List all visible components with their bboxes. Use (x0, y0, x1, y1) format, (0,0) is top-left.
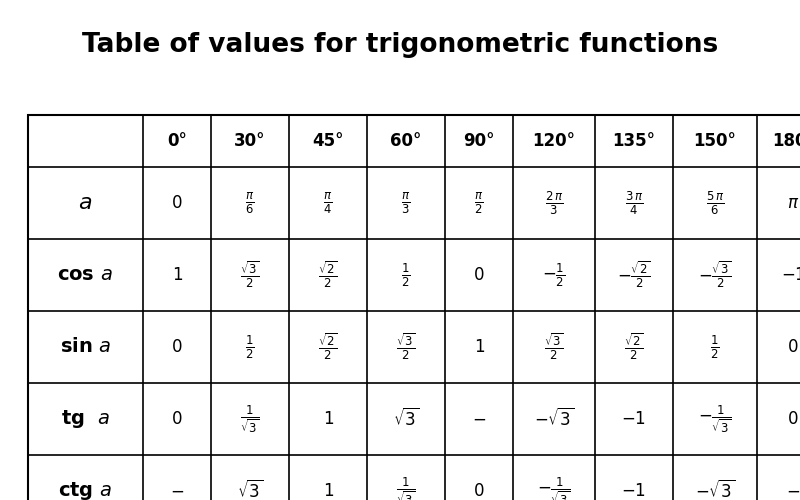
Text: $\frac{\pi}{4}$: $\frac{\pi}{4}$ (323, 190, 333, 216)
Text: $\frac{\pi}{2}$: $\frac{\pi}{2}$ (474, 190, 484, 216)
Text: $\pi$: $\pi$ (787, 194, 800, 212)
Text: $\frac{1}{2}$: $\frac{1}{2}$ (246, 334, 254, 360)
Text: $-\sqrt{3}$: $-\sqrt{3}$ (534, 408, 574, 430)
Text: sin $a$: sin $a$ (60, 338, 111, 356)
Text: $-$: $-$ (786, 482, 800, 500)
Text: $-1$: $-1$ (781, 266, 800, 284)
Text: 0: 0 (172, 410, 182, 428)
Text: $\sqrt{3}$: $\sqrt{3}$ (237, 480, 263, 500)
Text: 90°: 90° (463, 132, 494, 150)
Text: 45°: 45° (312, 132, 344, 150)
Text: $-\frac{\sqrt{3}}{2}$: $-\frac{\sqrt{3}}{2}$ (698, 260, 731, 290)
Text: ctg $a$: ctg $a$ (58, 480, 113, 500)
Text: 150°: 150° (694, 132, 737, 150)
Text: $\sqrt{3}$: $\sqrt{3}$ (393, 408, 419, 430)
Text: 0: 0 (172, 194, 182, 212)
Text: $\frac{1}{2}$: $\frac{1}{2}$ (710, 334, 720, 360)
Text: 60°: 60° (390, 132, 422, 150)
Text: $-$: $-$ (472, 410, 486, 428)
Text: cos $a$: cos $a$ (58, 266, 114, 284)
Text: $\frac{\sqrt{2}}{2}$: $\frac{\sqrt{2}}{2}$ (625, 332, 643, 362)
Text: 30°: 30° (234, 132, 266, 150)
Text: 0°: 0° (167, 132, 187, 150)
Text: tg  $a$: tg $a$ (61, 408, 110, 430)
Bar (28, 115, 800, 500)
Text: $\frac{\sqrt{3}}{2}$: $\frac{\sqrt{3}}{2}$ (241, 260, 259, 290)
Text: 120°: 120° (533, 132, 575, 150)
Text: $\frac{1}{2}$: $\frac{1}{2}$ (402, 262, 410, 288)
Text: $-\frac{1}{\sqrt{3}}$: $-\frac{1}{\sqrt{3}}$ (538, 476, 570, 500)
Text: $-1$: $-1$ (622, 482, 646, 500)
Text: $\frac{3\,\pi}{4}$: $\frac{3\,\pi}{4}$ (625, 190, 643, 216)
Text: $-$: $-$ (170, 482, 184, 500)
Text: $\frac{2\,\pi}{3}$: $\frac{2\,\pi}{3}$ (545, 190, 563, 216)
Text: 135°: 135° (613, 132, 655, 150)
Text: $\frac{1}{\sqrt{3}}$: $\frac{1}{\sqrt{3}}$ (241, 404, 259, 434)
Text: $\frac{\sqrt{3}}{2}$: $\frac{\sqrt{3}}{2}$ (545, 332, 563, 362)
Text: 0: 0 (788, 410, 798, 428)
Text: $a$: $a$ (78, 193, 93, 213)
Text: 1: 1 (322, 482, 334, 500)
Text: $\frac{\pi}{6}$: $\frac{\pi}{6}$ (246, 190, 254, 216)
Text: 0: 0 (474, 266, 484, 284)
Text: $-1$: $-1$ (622, 410, 646, 428)
Text: $-\sqrt{3}$: $-\sqrt{3}$ (695, 480, 735, 500)
Text: 0: 0 (172, 338, 182, 356)
Text: $-\frac{1}{2}$: $-\frac{1}{2}$ (542, 262, 566, 288)
Text: $-\frac{1}{\sqrt{3}}$: $-\frac{1}{\sqrt{3}}$ (698, 404, 731, 434)
Text: 1: 1 (322, 410, 334, 428)
Text: $-\frac{\sqrt{2}}{2}$: $-\frac{\sqrt{2}}{2}$ (618, 260, 650, 290)
Text: 0: 0 (788, 338, 798, 356)
Text: Table of values for trigonometric functions: Table of values for trigonometric functi… (82, 32, 718, 58)
Text: $\frac{\pi}{3}$: $\frac{\pi}{3}$ (402, 190, 410, 216)
Text: $\frac{\sqrt{3}}{2}$: $\frac{\sqrt{3}}{2}$ (397, 332, 415, 362)
Text: $\frac{\sqrt{2}}{2}$: $\frac{\sqrt{2}}{2}$ (318, 260, 338, 290)
Text: $\frac{1}{\sqrt{3}}$: $\frac{1}{\sqrt{3}}$ (397, 476, 415, 500)
Text: $\frac{\sqrt{2}}{2}$: $\frac{\sqrt{2}}{2}$ (318, 332, 338, 362)
Text: $\frac{5\,\pi}{6}$: $\frac{5\,\pi}{6}$ (706, 190, 724, 216)
Text: 1: 1 (172, 266, 182, 284)
Text: 180°: 180° (772, 132, 800, 150)
Text: 1: 1 (474, 338, 484, 356)
Text: 0: 0 (474, 482, 484, 500)
